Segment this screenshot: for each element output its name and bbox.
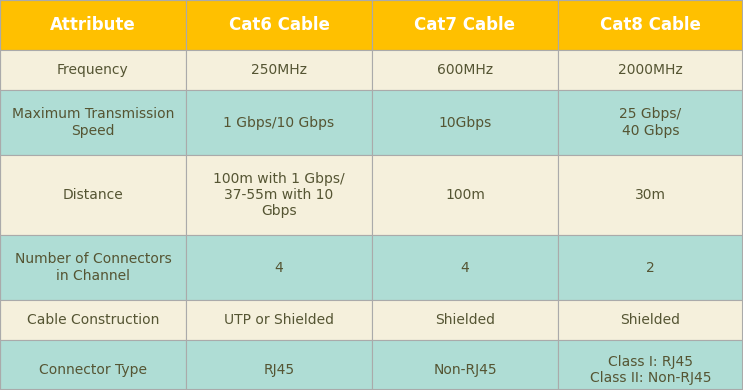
Text: Connector Type: Connector Type: [39, 363, 147, 377]
FancyBboxPatch shape: [0, 155, 186, 235]
Text: 2000MHz: 2000MHz: [618, 63, 683, 77]
FancyBboxPatch shape: [558, 300, 743, 340]
Text: 100m: 100m: [445, 188, 485, 202]
Text: 4: 4: [461, 261, 470, 275]
FancyBboxPatch shape: [186, 300, 372, 340]
FancyBboxPatch shape: [0, 50, 186, 90]
FancyBboxPatch shape: [372, 90, 558, 155]
FancyBboxPatch shape: [186, 155, 372, 235]
FancyBboxPatch shape: [186, 340, 372, 390]
FancyBboxPatch shape: [372, 300, 558, 340]
Text: 250MHz: 250MHz: [251, 63, 307, 77]
FancyBboxPatch shape: [372, 155, 558, 235]
FancyBboxPatch shape: [0, 90, 186, 155]
FancyBboxPatch shape: [372, 340, 558, 390]
FancyBboxPatch shape: [372, 235, 558, 300]
Text: UTP or Shielded: UTP or Shielded: [224, 313, 334, 327]
FancyBboxPatch shape: [0, 300, 186, 340]
Text: Cat7 Cable: Cat7 Cable: [415, 16, 516, 34]
Text: Attribute: Attribute: [50, 16, 136, 34]
FancyBboxPatch shape: [0, 0, 186, 50]
FancyBboxPatch shape: [558, 235, 743, 300]
Text: 1 Gbps/10 Gbps: 1 Gbps/10 Gbps: [224, 115, 334, 129]
FancyBboxPatch shape: [558, 155, 743, 235]
FancyBboxPatch shape: [558, 50, 743, 90]
FancyBboxPatch shape: [0, 340, 186, 390]
Text: Shielded: Shielded: [435, 313, 495, 327]
FancyBboxPatch shape: [372, 50, 558, 90]
FancyBboxPatch shape: [186, 0, 372, 50]
Text: Maximum Transmission
Speed: Maximum Transmission Speed: [12, 107, 174, 138]
Text: 100m with 1 Gbps/
37-55m with 10
Gbps: 100m with 1 Gbps/ 37-55m with 10 Gbps: [213, 172, 345, 218]
Text: Number of Connectors
in Channel: Number of Connectors in Channel: [15, 252, 172, 283]
Text: Class I: RJ45
Class II: Non-RJ45: Class I: RJ45 Class II: Non-RJ45: [590, 355, 711, 385]
Text: Cable Construction: Cable Construction: [27, 313, 159, 327]
Text: Non-RJ45: Non-RJ45: [433, 363, 497, 377]
FancyBboxPatch shape: [372, 0, 558, 50]
Text: Distance: Distance: [62, 188, 123, 202]
FancyBboxPatch shape: [186, 235, 372, 300]
Text: 600MHz: 600MHz: [437, 63, 493, 77]
Text: 25 Gbps/
40 Gbps: 25 Gbps/ 40 Gbps: [620, 107, 681, 138]
Text: Frequency: Frequency: [57, 63, 129, 77]
Text: Cat8 Cable: Cat8 Cable: [600, 16, 701, 34]
Text: 4: 4: [275, 261, 283, 275]
FancyBboxPatch shape: [558, 0, 743, 50]
FancyBboxPatch shape: [186, 90, 372, 155]
Text: 30m: 30m: [635, 188, 666, 202]
Text: RJ45: RJ45: [264, 363, 294, 377]
FancyBboxPatch shape: [558, 340, 743, 390]
FancyBboxPatch shape: [558, 90, 743, 155]
FancyBboxPatch shape: [186, 50, 372, 90]
Text: 2: 2: [646, 261, 655, 275]
Text: Shielded: Shielded: [620, 313, 681, 327]
FancyBboxPatch shape: [0, 235, 186, 300]
Text: 10Gbps: 10Gbps: [438, 115, 492, 129]
Text: Cat6 Cable: Cat6 Cable: [229, 16, 329, 34]
